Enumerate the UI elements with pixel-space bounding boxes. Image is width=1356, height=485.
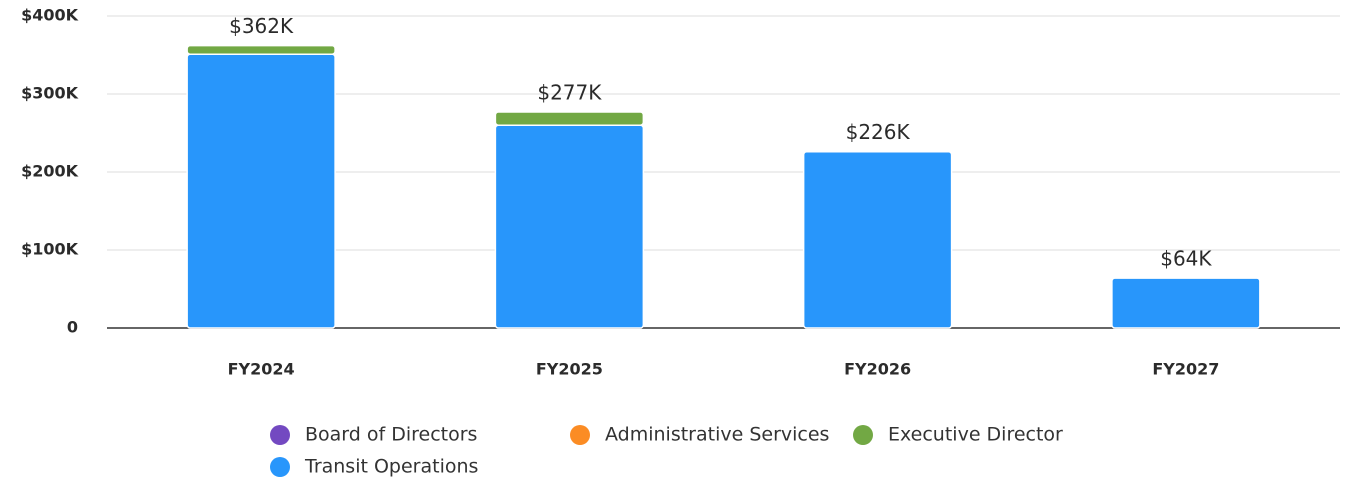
x-tick-label: FY2026: [844, 360, 911, 379]
bar-segment: [494, 124, 645, 329]
legend-swatch: [853, 425, 873, 445]
total-label: $277K: [537, 80, 602, 104]
bar-segment: [802, 150, 953, 329]
y-tick-label: $100K: [21, 240, 79, 259]
x-tick-label: FY2025: [536, 360, 603, 379]
legend-swatch: [570, 425, 590, 445]
bar-segment: [186, 44, 336, 55]
y-tick-label: $300K: [21, 84, 79, 103]
legend-label: Administrative Services: [605, 424, 829, 446]
y-tick-label: $400K: [21, 6, 79, 25]
legend-label: Executive Director: [888, 424, 1063, 446]
total-label: $64K: [1160, 247, 1212, 271]
total-label: $226K: [846, 120, 911, 144]
legend-swatch: [270, 425, 290, 445]
y-tick-label: $200K: [21, 162, 79, 181]
bar-segment: [1111, 277, 1261, 329]
bar-segment: [494, 111, 645, 126]
x-tick-label: FY2024: [228, 360, 295, 379]
x-tick-label: FY2027: [1152, 360, 1219, 379]
y-tick-label: 0: [67, 318, 78, 337]
legend-swatch: [270, 457, 290, 477]
total-label: $362K: [229, 14, 294, 38]
bar-segment: [186, 53, 336, 329]
legend-label: Board of Directors: [305, 424, 477, 446]
legend-label: Transit Operations: [304, 456, 478, 478]
